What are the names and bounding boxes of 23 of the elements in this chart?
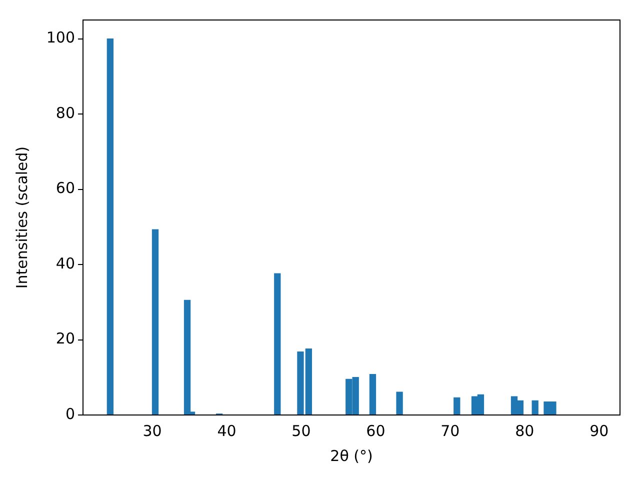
bar (184, 300, 191, 415)
x-axis-title: 2θ (°) (330, 446, 373, 465)
y-tick-label: 60 (56, 179, 75, 198)
x-tick-label: 40 (217, 422, 236, 440)
bar (106, 38, 114, 415)
x-tick-label: 70 (440, 422, 460, 440)
x-tick-label: 30 (142, 422, 162, 440)
y-tick-label: 0 (65, 404, 75, 423)
x-tick-label: 80 (515, 422, 534, 440)
x-tick-label: 50 (292, 422, 311, 440)
bar (274, 273, 281, 415)
bar (532, 400, 538, 415)
x-tick-label: 60 (366, 422, 386, 440)
bar (454, 397, 460, 415)
y-tick-label: 40 (56, 254, 75, 272)
y-axis-title: Intensities (scaled) (12, 146, 31, 289)
bar (369, 374, 376, 415)
y-tick-label: 100 (46, 28, 75, 47)
y-tick-label: 80 (56, 104, 75, 122)
x-tick-label: 90 (590, 422, 609, 440)
bar (396, 392, 403, 415)
y-tick-label: 20 (56, 330, 75, 348)
bar (152, 229, 159, 415)
